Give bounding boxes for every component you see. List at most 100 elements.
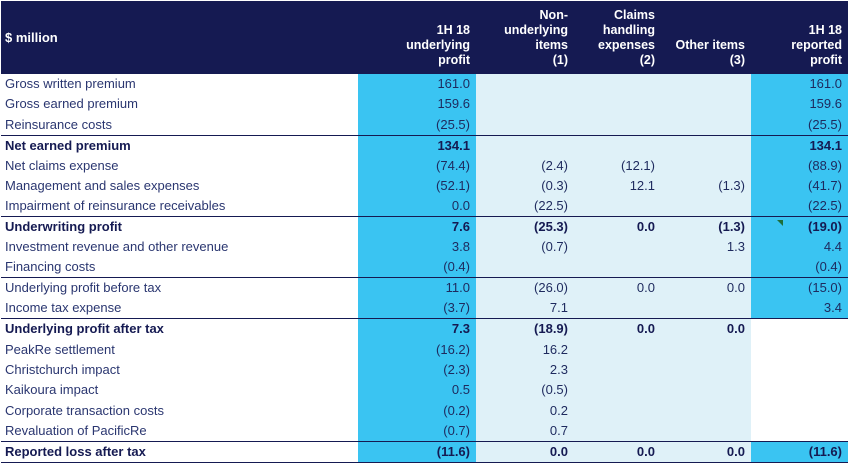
column-header-line: (3) xyxy=(729,53,745,67)
column-header-line: (1) xyxy=(552,53,568,67)
table-row: Corporate transaction costs (0.2) 0.2 xyxy=(1,400,848,421)
value-cell-col-4: 0.0 xyxy=(661,318,751,340)
value-cell-col-2 xyxy=(476,114,574,136)
table-row: Net earned premium 134.1 134.1 xyxy=(1,134,848,156)
value-cell-col-2: (2.4) xyxy=(476,155,574,176)
value-cell-col-5: (88.9) xyxy=(751,155,848,176)
table-row: Underwriting profit 7.6 (25.3) 0.0 (1.3) (19.… xyxy=(1,216,848,238)
value-cell-col-5 xyxy=(751,400,848,421)
value-cell-col-5 xyxy=(751,339,848,360)
value-cell-col-3: 0.0 xyxy=(574,216,661,238)
value-cell-col-2 xyxy=(476,94,574,115)
row-label: Reported loss after tax xyxy=(1,440,358,463)
row-label: Kaikoura impact xyxy=(5,382,99,398)
value-cell-col-4 xyxy=(661,257,751,278)
value-cell-col-4 xyxy=(661,74,751,95)
value-cell-col-5: (41.7) xyxy=(751,175,848,197)
row-label: Underlying profit before tax xyxy=(1,277,358,299)
value-cell-col-5: 161.0 xyxy=(751,74,848,95)
value-cell-col-1: 7.6 xyxy=(358,216,476,238)
value-cell-col-3 xyxy=(574,74,661,95)
value-cell-col-2: (26.0) xyxy=(476,277,574,299)
value-cell-col-2: 0.7 xyxy=(476,420,574,442)
table-row: Financing costs (0.4) (0.4) xyxy=(1,257,848,278)
table-row: Income tax expense (3.7) 7.1 3.4 xyxy=(1,298,848,319)
value-cell-col-5 xyxy=(751,318,848,340)
value-cell-col-2: (22.5) xyxy=(476,196,574,217)
table-row: Underlying profit before tax 11.0 (26.0) 0.… xyxy=(1,277,848,299)
value-cell-col-3: 0.0 xyxy=(574,318,661,340)
value-cell-col-5 xyxy=(751,420,848,442)
value-cell-col-2: 0.0 xyxy=(476,440,574,463)
table-row: Reported loss after tax (11.6) 0.0 0.0 0.0 (1… xyxy=(1,440,848,463)
value-cell-col-5 xyxy=(751,359,848,381)
value-cell-col-1: 3.8 xyxy=(358,237,476,258)
value-cell-col-4: (1.3) xyxy=(661,216,751,238)
value-cell-col-1: 11.0 xyxy=(358,277,476,299)
row-label: Revaluation of PacificRe xyxy=(5,422,147,438)
value-cell-col-1: 0.0 xyxy=(358,196,476,217)
row-label: Reinsurance costs xyxy=(5,116,112,132)
row-label: Income tax expense xyxy=(5,300,122,316)
value-cell-col-4 xyxy=(661,196,751,217)
value-cell-col-5: (19.0) xyxy=(751,216,848,238)
value-cell-col-2: 16.2 xyxy=(476,339,574,360)
value-cell-col-2: (25.3) xyxy=(476,216,574,238)
table-row: Gross written premium 161.0 161.0 xyxy=(1,74,848,95)
table-body: Gross written premium 161.0 161.0 Gross ear… xyxy=(1,74,848,463)
value-cell-col-1: (0.7) xyxy=(358,420,476,442)
value-cell-col-1: 159.6 xyxy=(358,94,476,115)
value-cell-col-5: 4.4 xyxy=(751,237,848,258)
column-header-line: expenses xyxy=(598,38,655,52)
row-label: Underwriting profit xyxy=(1,216,358,238)
column-header-line: handling xyxy=(602,23,655,37)
value-cell-col-4: 1.3 xyxy=(661,237,751,258)
column-header-line: (2) xyxy=(639,53,655,67)
value-cell-col-3 xyxy=(574,359,661,381)
value-cell-col-4 xyxy=(661,298,751,319)
table-row: Impairment of reinsurance receivables 0.0… xyxy=(1,196,848,217)
value-cell-col-1: (3.7) xyxy=(358,298,476,319)
value-cell-col-1: (16.2) xyxy=(358,339,476,360)
value-cell-col-1: 161.0 xyxy=(358,74,476,95)
value-cell-col-5: 159.6 xyxy=(751,94,848,115)
value-cell-col-2: 7.1 xyxy=(476,298,574,319)
row-label: Financing costs xyxy=(5,259,96,275)
row-label: Underlying profit after tax xyxy=(1,318,358,340)
row-label: Investment revenue and other revenue xyxy=(5,239,229,255)
value-cell-col-3 xyxy=(574,380,661,401)
column-header-line: Non- xyxy=(539,8,568,22)
value-cell-col-1: (25.5) xyxy=(358,114,476,136)
value-cell-col-5: (0.4) xyxy=(751,257,848,278)
cell-comment-marker xyxy=(777,220,783,226)
row-label: Management and sales expenses xyxy=(5,178,200,194)
value-cell-col-2: (0.3) xyxy=(476,175,574,197)
value-cell-col-3: 0.0 xyxy=(574,277,661,299)
column-header-3: Claims handling expenses (2) xyxy=(574,1,661,74)
value-cell-col-3 xyxy=(574,94,661,115)
value-cell-col-3 xyxy=(574,420,661,442)
unit-label: $ million xyxy=(1,1,358,74)
value-cell-col-2: (18.9) xyxy=(476,318,574,340)
column-header-line: profit xyxy=(438,53,470,67)
table-row: Underlying profit after tax 7.3 (18.9) 0.0 0… xyxy=(1,318,848,340)
column-header-line: items xyxy=(535,38,568,52)
column-header-line: profit xyxy=(810,53,842,67)
column-header-5: 1H 18 reported profit xyxy=(751,1,848,74)
column-header-line: Other items xyxy=(675,38,745,52)
value-cell-col-3 xyxy=(574,196,661,217)
value-cell-col-1: (0.4) xyxy=(358,257,476,278)
row-label: PeakRe settlement xyxy=(5,341,115,357)
value-cell-col-1: (74.4) xyxy=(358,155,476,176)
value-cell-col-5: (11.6) xyxy=(751,440,848,463)
value-cell-col-3 xyxy=(574,134,661,156)
table-row: Reinsurance costs (25.5) (25.5) xyxy=(1,114,848,136)
column-header-2: Non-underlying items (1) xyxy=(476,1,574,74)
value-cell-col-5: (25.5) xyxy=(751,114,848,136)
value-cell-col-1: 134.1 xyxy=(358,134,476,156)
table-row: Management and sales expenses (52.1) (0.3)… xyxy=(1,175,848,197)
row-label: Impairment of reinsurance receivables xyxy=(5,198,226,214)
value-cell-col-5: (15.0) xyxy=(751,277,848,299)
